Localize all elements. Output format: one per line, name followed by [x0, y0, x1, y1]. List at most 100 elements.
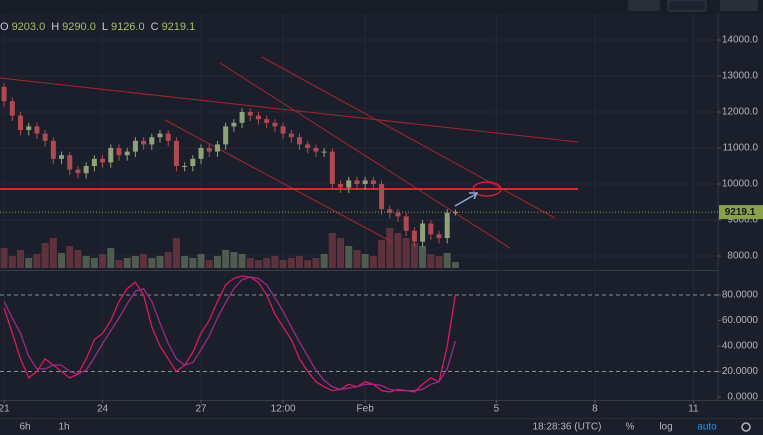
candle-body [313, 148, 319, 152]
volume-bar [378, 240, 386, 268]
volume-bar [115, 260, 123, 268]
trend-line[interactable] [0, 77, 579, 143]
volume-bar [49, 238, 57, 268]
candle-body [395, 212, 401, 217]
candle-body [206, 148, 212, 152]
volume-bar [131, 256, 139, 268]
candle-body [34, 126, 40, 134]
camera-button[interactable] [628, 0, 660, 11]
candle-body [165, 133, 171, 141]
candle-body [59, 155, 65, 159]
x-tick-label: 21 [0, 404, 10, 415]
x-tick-label: Feb [357, 404, 375, 415]
legend-value: 9126.0 [110, 21, 145, 33]
compare-button[interactable] [667, 0, 707, 12]
percent-button[interactable]: % [626, 422, 635, 433]
volume-bar [287, 258, 295, 268]
legend-value: 9219.1 [161, 21, 196, 33]
x-tick-label: 12:00 [271, 404, 296, 415]
channel-line[interactable] [219, 62, 511, 249]
ellipse[interactable] [472, 181, 502, 197]
candle-body [420, 223, 426, 242]
interval-button[interactable]: 6h [19, 422, 30, 433]
axes: 8000.0 9000.0 10000.0 11000.0 12000.0 13000.0… [0, 35, 763, 415]
last-price-label: 9219.1 [725, 207, 756, 218]
candle-body [280, 126, 286, 134]
candle-body [116, 148, 122, 156]
log-button[interactable]: log [659, 422, 672, 433]
volume-bar [254, 260, 262, 268]
volume-bar [427, 254, 435, 268]
volume-bar [443, 253, 451, 268]
candle-body [26, 126, 32, 130]
legend-value: 9290.0 [62, 21, 96, 33]
volume-bar [369, 256, 377, 268]
volume-bar [304, 260, 312, 268]
volume-bar [148, 258, 156, 268]
candle-body [247, 112, 253, 116]
volume-bar [230, 252, 238, 268]
stoch-line [3, 276, 457, 392]
candle-body [321, 151, 327, 153]
candle-body [362, 180, 368, 184]
y-tick-label: 60.0000 [722, 315, 759, 326]
candle-body [231, 122, 237, 127]
y-tick-label: 0.0000 [727, 392, 758, 403]
candle-body [297, 137, 303, 145]
volume-bar [41, 243, 49, 268]
candle-body [157, 133, 163, 138]
volume-bar [279, 260, 287, 268]
gear-icon[interactable] [741, 422, 751, 432]
channel-line[interactable] [261, 56, 556, 219]
clock: 18:28:36 (UTC) [533, 422, 602, 433]
auto-button[interactable]: auto [697, 422, 717, 433]
candle-body [403, 216, 409, 231]
candle-body [214, 144, 220, 152]
arrow-head [469, 192, 479, 200]
y-tick-label: 13000.0 [722, 71, 759, 82]
candle-body [182, 166, 188, 167]
volume-bar [164, 252, 172, 268]
volume [0, 228, 459, 268]
channel-line[interactable] [164, 119, 393, 243]
interval-button[interactable]: 1h [58, 422, 69, 433]
volume-bar [271, 256, 279, 268]
candle-body [50, 140, 56, 159]
candle-body [173, 140, 179, 166]
candle-body [198, 148, 204, 159]
volume-bar [312, 258, 320, 268]
arrow[interactable] [454, 193, 477, 207]
candle-body [411, 230, 417, 242]
settings-button[interactable] [720, 0, 758, 11]
candle-body [100, 158, 106, 163]
volume-bar [8, 256, 16, 268]
y-tick-label: 80.0000 [722, 290, 759, 301]
candles [0, 83, 718, 247]
volume-bar [222, 250, 230, 268]
candle-body [272, 122, 278, 127]
candle-body [338, 184, 344, 188]
volume-bar [328, 233, 336, 268]
candle-body [9, 101, 15, 116]
volume-bar [107, 248, 115, 268]
volume-bar [140, 254, 148, 268]
volume-bar [337, 238, 345, 268]
last-price-box [719, 205, 763, 220]
top-bar [0, 0, 763, 14]
candle-body [444, 212, 450, 238]
volume-bar [90, 258, 98, 268]
candle-body [124, 151, 130, 156]
volume-bar [419, 246, 427, 268]
volume-bar [58, 253, 66, 268]
volume-bar [123, 258, 131, 268]
candle-body [436, 234, 442, 238]
volume-bar [99, 254, 107, 268]
candle-body [255, 115, 261, 120]
candle-body [83, 166, 89, 174]
volume-bar [66, 246, 74, 268]
candle-body [190, 158, 196, 166]
candle-body [91, 158, 97, 166]
volume-bar [410, 243, 418, 268]
